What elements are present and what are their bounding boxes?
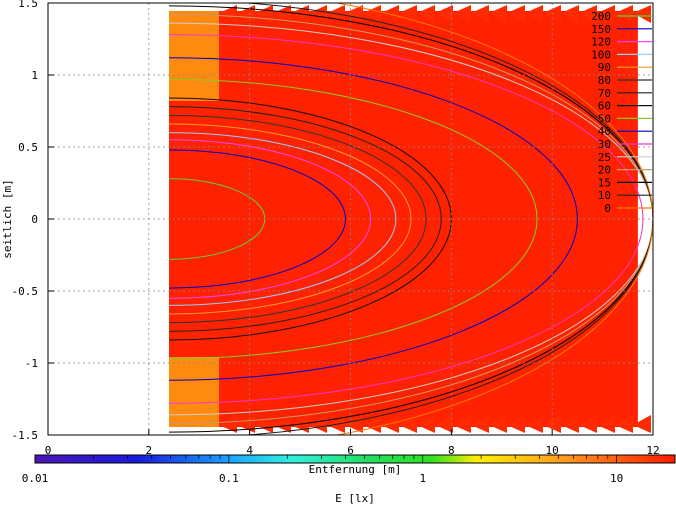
legend-label: 40 — [598, 125, 611, 138]
legend-label: 50 — [598, 112, 611, 125]
x-tick-label: 8 — [448, 444, 455, 457]
colorbar-title: E [lx] — [335, 492, 375, 505]
y-tick-label: 0 — [31, 213, 38, 226]
y-tick-label: -1.5 — [12, 429, 39, 442]
y-tick-label: -0.5 — [12, 285, 39, 298]
colorbar-ticks: 0.01 0.1 1 10 — [22, 455, 676, 485]
plot-area — [47, 2, 654, 436]
contour-90 — [168, 123, 412, 315]
colorbar-tick-label: 0.1 — [219, 472, 239, 485]
colorbar-tick-label: 10 — [610, 472, 623, 485]
contour-50 — [168, 78, 538, 360]
contour-15 — [168, 5, 653, 433]
y-axis-ticks: -1.5 -1 -0.5 0 0.5 1 1.5 — [12, 0, 54, 442]
contour-10 — [238, 3, 653, 435]
legend-label: 120 — [591, 36, 611, 49]
colorbar-gradient — [34, 454, 676, 464]
contour-150 — [168, 149, 346, 289]
y-tick-label: -1 — [25, 357, 38, 370]
contour-40 — [168, 57, 578, 381]
grid-lines — [48, 3, 653, 435]
x-tick-label: 10 — [546, 444, 559, 457]
legend-label: 70 — [598, 87, 611, 100]
legend-label: 80 — [598, 74, 611, 87]
x-axis-title: Entfernung [m] — [309, 463, 402, 476]
y-axis-title: seitlich [m] — [1, 179, 14, 258]
legend-label: 0 — [604, 202, 611, 215]
colorbar-tick-label: 0.01 — [22, 472, 49, 485]
legend-label: 90 — [598, 61, 611, 74]
field-edge-top — [169, 11, 219, 101]
contour-20 — [168, 14, 653, 424]
legend-label: 15 — [598, 176, 611, 189]
contour-0 — [333, 3, 653, 435]
x-tick-label: 6 — [347, 444, 354, 457]
field-edge-bottom — [169, 357, 219, 427]
x-axis-ticks: 0 2 4 6 8 10 12 — [45, 429, 660, 457]
colorbar-tick-label: 1 — [419, 472, 426, 485]
x-tick-label: 0 — [45, 444, 52, 457]
contour-120 — [168, 139, 372, 299]
legend-label: 10 — [598, 189, 611, 202]
contour-80 — [168, 114, 427, 324]
legend-label: 20 — [598, 164, 611, 177]
contour-70 — [168, 106, 442, 332]
colorbar: 0.01 0.1 1 10 — [22, 454, 676, 485]
legend-label: 150 — [591, 23, 611, 36]
contour-100 — [168, 132, 397, 306]
contour-30 — [168, 34, 644, 404]
y-tick-label: 0.5 — [18, 141, 38, 154]
y-tick-label: 1.5 — [18, 0, 38, 10]
legend-label: 100 — [591, 48, 611, 61]
legend-label: 25 — [598, 151, 611, 164]
x-tick-label: 2 — [146, 444, 153, 457]
x-tick-label: 12 — [646, 444, 659, 457]
contour-25 — [168, 22, 653, 416]
legend-label: 60 — [598, 100, 611, 113]
legend-label: 200 — [591, 10, 611, 23]
legend-label: 30 — [598, 138, 611, 151]
x-tick-label: 4 — [246, 444, 253, 457]
y-tick-label: 1 — [31, 69, 38, 82]
